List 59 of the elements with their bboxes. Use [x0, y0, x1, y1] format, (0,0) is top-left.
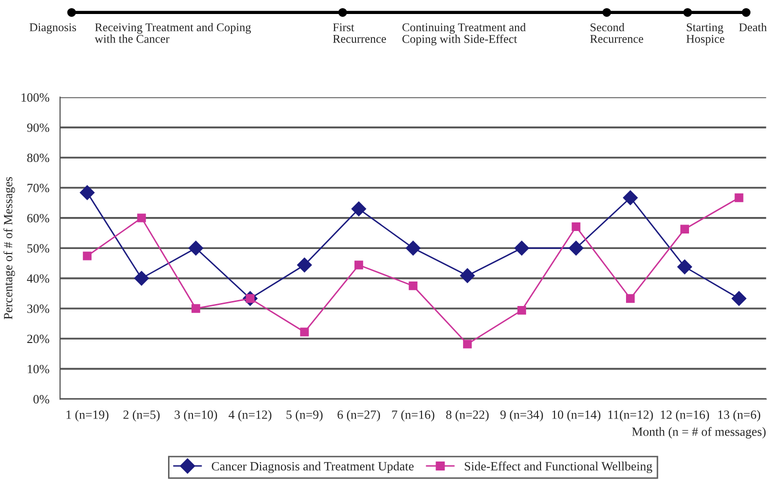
point [351, 201, 366, 216]
point [568, 240, 584, 256]
x-tick-label: 6 (n=27) [338, 410, 380, 422]
y-tick-label: 20% [27, 334, 50, 344]
point [408, 282, 418, 290]
point [188, 240, 204, 256]
legend-label: Cancer Diagnosis and Treatment Update [212, 462, 414, 474]
text: Second Recurrence [590, 22, 644, 43]
y-tick-label: 30% [27, 304, 50, 313]
text: Continuing Treatment and Coping with Side-Effect [402, 22, 526, 46]
point [732, 291, 746, 306]
text: First Recurrence [332, 23, 386, 43]
x-axis-title: Month (n = # of messages) [632, 427, 766, 439]
text: Receiving Treatment and Coping with the Cancer [94, 22, 251, 43]
point [572, 222, 580, 232]
point [80, 185, 95, 200]
x-tick-label: 3 (n=10) [174, 410, 218, 422]
x-tick-label: 13 (n=6) [718, 410, 760, 422]
x-tick-label: 11(n=12) [608, 410, 653, 422]
legend-label: Side-Effect and Functional Wellbeing [464, 462, 652, 474]
point [680, 224, 690, 234]
point [514, 240, 530, 256]
point [354, 260, 364, 270]
point [622, 190, 638, 206]
x-tick-label: 8 (n=22) [446, 410, 489, 422]
y-tick-label: 70% [28, 184, 50, 192]
point [300, 328, 309, 336]
point [463, 340, 472, 348]
y-tick-label: 90% [27, 123, 50, 132]
y-tick-label: 40% [26, 274, 50, 283]
point [137, 214, 146, 222]
text: Starting Hospice [686, 23, 724, 46]
x-tick-label: 12 (n=16) [660, 410, 710, 422]
point [517, 306, 526, 315]
y-axis-title: Percentage of # of Messages [3, 177, 15, 320]
x-tick-label: 1 (n=19) [66, 410, 108, 422]
point [82, 252, 92, 260]
x-tick-label: 5 (n=9) [286, 410, 323, 422]
point [134, 270, 149, 286]
point [406, 240, 420, 256]
x-tick-label: 7 (n=16) [392, 410, 434, 422]
point [297, 258, 312, 272]
x-tick-label: 4 (n=12) [228, 410, 272, 422]
y-tick-label: 60% [27, 214, 50, 222]
text: Diagnosis [30, 23, 76, 34]
point [192, 304, 200, 313]
y-tick-label: 100% [22, 93, 50, 102]
point [460, 268, 475, 283]
x-tick-label: 2 (n=5) [123, 410, 160, 422]
y-tick-label: 80% [27, 154, 50, 162]
y-tick-label: 50% [27, 244, 50, 253]
text: Death [739, 22, 767, 32]
x-tick-label: 10 (n=14) [552, 410, 600, 422]
point [677, 259, 692, 274]
point [734, 193, 744, 202]
x-tick-label: 9 (n=34) [500, 410, 543, 422]
y-tick-label: 10% [28, 364, 50, 374]
y-tick-label: 0% [33, 395, 50, 404]
point [626, 294, 635, 303]
